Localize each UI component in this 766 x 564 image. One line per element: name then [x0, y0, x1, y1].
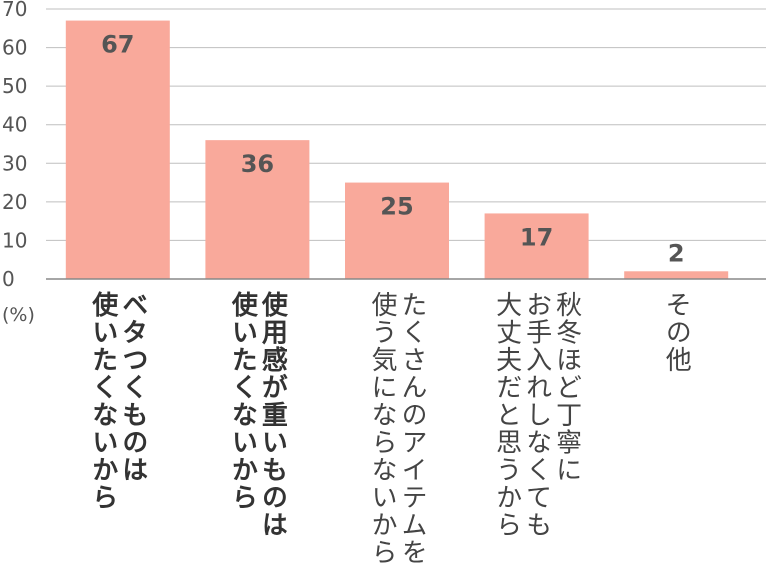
y-tick-label: 30: [2, 151, 27, 175]
category-label: 使用感が重いものは: [257, 291, 288, 539]
y-tick-label: 40: [2, 113, 27, 137]
y-tick-label: 20: [2, 190, 27, 214]
bar: [65, 20, 170, 279]
bar: [345, 182, 449, 279]
value-label: 36: [241, 150, 274, 178]
y-axis-tick-labels: 0 10 20 30 40 50 60 70: [2, 0, 27, 291]
category-label: 使う気にならないから: [367, 291, 397, 564]
value-label: 2: [668, 239, 685, 267]
y-tick-label: 70: [2, 0, 27, 21]
bar: [205, 140, 310, 279]
bars: [65, 20, 729, 279]
value-label: 67: [101, 31, 134, 59]
bar: [624, 271, 729, 279]
category-label: 使いたくないから: [227, 291, 258, 511]
category-label: ベタつくものは: [118, 291, 148, 484]
y-tick-label: 50: [2, 74, 27, 98]
y-tick-label: 10: [2, 228, 27, 252]
bar: [484, 213, 589, 279]
category-label: お手入れしなくても: [522, 291, 552, 539]
value-label: 25: [380, 193, 413, 221]
y-tick-label: 0: [2, 267, 15, 291]
category-label: たくさんのアイテムを: [397, 291, 427, 564]
category-label: その他: [661, 291, 691, 374]
value-labels: 67 36 25 17 2: [101, 31, 684, 268]
value-label: 17: [520, 223, 553, 251]
category-label: 秋冬ほど丁寧に: [552, 291, 582, 484]
category-label: 使いたくないから: [88, 291, 119, 511]
category-label: 大丈夫だと思うから: [492, 291, 522, 539]
y-tick-label: 60: [2, 36, 27, 60]
y-axis-unit-label: (%): [2, 304, 35, 326]
